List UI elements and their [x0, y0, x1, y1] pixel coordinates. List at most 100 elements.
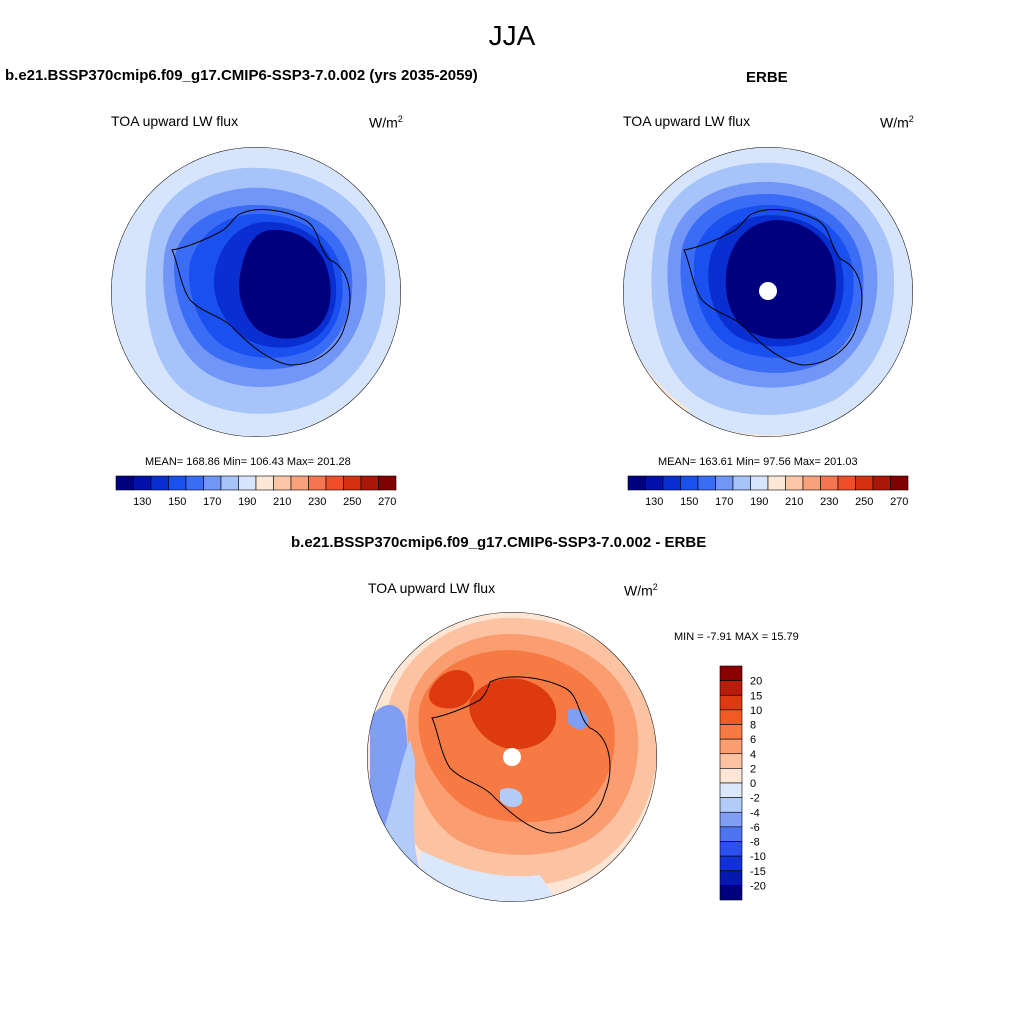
colorbar-box: [662, 475, 681, 491]
stats-model: MEAN= 168.86 Min= 106.43 Max= 201.28: [145, 456, 351, 468]
colorbar-box: [719, 738, 743, 755]
diff-region-base: [386, 617, 657, 887]
colorbar-box: [719, 665, 743, 681]
colorbar-box: [750, 475, 769, 491]
colorbar-tick-label: 130: [133, 496, 151, 508]
colorbar-tick-label: 150: [168, 496, 186, 508]
colorbar-box: [719, 782, 743, 798]
diff-region-hot-2: [429, 670, 475, 709]
pole-hole-obs: [759, 282, 777, 300]
panel-title-obs: ERBE: [746, 69, 788, 86]
colorbar-tick-label: 230: [308, 496, 326, 508]
colorbar-box: [785, 475, 804, 491]
colorbar-box: [890, 475, 909, 491]
colorbar-box: [719, 768, 743, 784]
season-title: JJA: [488, 20, 536, 51]
colorbar-box: [719, 680, 743, 696]
colorbar-obs: 130 150 170 190 210 230 250 270: [627, 475, 909, 508]
colorbar-box: [203, 475, 222, 491]
colorbar-box: [115, 475, 134, 491]
colorbar-tick-label: 270: [890, 496, 908, 508]
colorbar-box: [360, 475, 379, 491]
contour-core-model: [239, 229, 331, 339]
colorbar-box: [719, 826, 743, 842]
colorbar-tick-label: 210: [273, 496, 291, 508]
colorbar-box: [378, 475, 397, 491]
units-base-model: W/m: [369, 114, 398, 131]
colorbar-box: [719, 885, 743, 901]
map-bg-model: [111, 147, 401, 437]
colorbar-tick-label: 150: [680, 496, 698, 508]
colorbar-box: [872, 475, 891, 491]
colorbar-labels-model: 130 150 170 190 210 230 250 270: [133, 496, 396, 508]
colorbar-box: [185, 475, 204, 491]
coastline-diff: [431, 676, 611, 834]
variable-label-obs: TOA upward LW flux: [623, 113, 751, 129]
colorbar-box: [820, 475, 839, 491]
colorbar-boxes-obs: [627, 475, 909, 491]
colorbar-box: [697, 475, 716, 491]
colorbar-box: [680, 475, 699, 491]
coastline-obs: [683, 209, 863, 366]
units-exp-obs: 2: [908, 114, 914, 124]
colorbar-tick-label: -2: [750, 793, 760, 805]
stats-diff: MIN = -7.91 MAX = 15.79: [674, 631, 799, 643]
contour-core-obs: [725, 220, 836, 339]
colorbar-box: [645, 475, 664, 491]
contour-ring-4-obs: [693, 205, 854, 358]
colorbar-box: [855, 475, 874, 491]
colorbar-tick-label: 190: [238, 496, 256, 508]
colorbar-tick-label: 210: [785, 496, 803, 508]
colorbar-labels-obs: 130 150 170 190 210 230 250 270: [645, 496, 908, 508]
colorbar-tick-label: 270: [378, 496, 396, 508]
colorbar-box: [220, 475, 239, 491]
colorbar-tick-label: 20: [750, 676, 762, 688]
colorbar-box: [627, 475, 646, 491]
colorbar-tick-label: -8: [750, 837, 760, 849]
contour-ring-2-model: [163, 187, 367, 387]
colorbar-box: [719, 753, 743, 769]
colorbar-tick-label: -15: [750, 866, 766, 878]
diff-region-cold-left: [370, 705, 409, 840]
units-label-obs: W/m2: [880, 114, 914, 131]
units-base-obs: W/m: [880, 114, 909, 131]
colorbar-tick-label: -10: [750, 851, 766, 863]
colorbar-model: 130 150 170 190 210 230 250 270: [115, 475, 397, 508]
colorbar-box: [273, 475, 292, 491]
colorbar-boxes-model: [115, 475, 397, 491]
colorbar-box: [325, 475, 344, 491]
map-border-model: [111, 147, 401, 437]
colorbar-tick-label: -4: [750, 807, 760, 819]
colorbar-box: [238, 475, 257, 491]
colorbar-box: [719, 709, 743, 725]
diff-region-mid: [418, 650, 615, 823]
contour-ring-5-obs: [708, 215, 844, 347]
colorbar-tick-label: 130: [645, 496, 663, 508]
contour-ring-1-model: [145, 167, 386, 414]
map-bg-diff: [367, 612, 657, 902]
colorbar-tick-label: 2: [750, 763, 756, 775]
colorbar-box: [308, 475, 327, 491]
colorbar-box: [133, 475, 152, 491]
peach-region-bottom-obs: [690, 420, 850, 437]
peach-region-obs: [623, 300, 690, 437]
colorbar-box: [150, 475, 169, 491]
panel-title-model: b.e21.BSSP370cmip6.f09_g17.CMIP6-SSP3-7.…: [5, 67, 478, 84]
colorbar-box: [719, 855, 743, 872]
contour-ring-3-obs: [680, 193, 864, 374]
colorbar-tick-label: 170: [715, 496, 733, 508]
colorbar-box: [802, 475, 821, 491]
diff-region-hot: [469, 678, 557, 750]
colorbar-box: [719, 724, 743, 740]
diff-region-cool-bottom: [420, 850, 560, 902]
units-base-diff: W/m: [624, 582, 653, 599]
pole-hole-diff: [503, 748, 521, 766]
units-exp-diff: 2: [652, 582, 658, 592]
variable-label-model: TOA upward LW flux: [111, 113, 239, 129]
colorbar-box: [767, 475, 786, 491]
map-border-obs: [623, 147, 913, 437]
map-bg-obs: [623, 147, 913, 437]
contour-ring-3-model: [174, 205, 353, 370]
